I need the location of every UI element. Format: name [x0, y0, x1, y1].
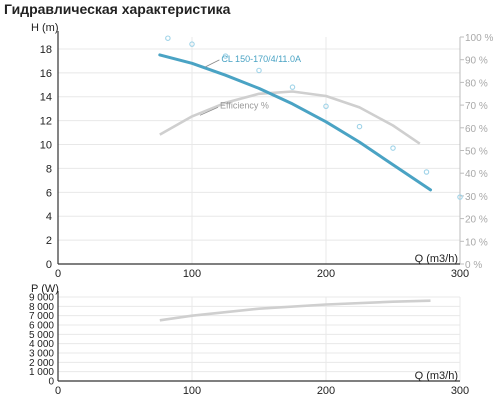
y-tick-label: 8: [46, 163, 52, 175]
power-y-tick-label: 0: [48, 377, 54, 388]
power-y-tick-label: 6 000: [29, 321, 54, 332]
power-x-axis-title: Q (m3/h): [415, 370, 458, 382]
power-y-tick-label: 2 000: [29, 358, 54, 369]
power-x-tick-label: 200: [317, 385, 335, 397]
dotted-curve-point: [189, 41, 195, 47]
dotted-curve-point: [289, 84, 296, 90]
y2-tick-label: 20 %: [465, 215, 488, 226]
dotted-curve-point: [457, 194, 463, 200]
power-y-tick-label: 8 000: [29, 302, 54, 313]
x-tick-label: 0: [55, 268, 61, 280]
power-x-tick-label: 100: [183, 385, 201, 397]
x-axis-title: Q (m3/h): [415, 253, 458, 265]
dotted-curve-point: [423, 169, 430, 175]
y-tick-label: 18: [40, 44, 52, 56]
y-tick-label: 2: [46, 235, 52, 247]
y-tick-label: 6: [46, 187, 52, 199]
power-y-tick-label: 4 000: [29, 339, 54, 350]
dotted-curve-point: [356, 123, 363, 130]
x-tick-label: 100: [183, 268, 201, 280]
power-y-tick-label: 7 000: [29, 311, 54, 322]
y2-tick-label: 60 %: [465, 124, 488, 135]
y2-tick-label: 50 %: [465, 147, 488, 158]
head-curve: [158, 53, 432, 192]
y-tick-label: 4: [46, 211, 52, 223]
efficiency-curve-label: Efficiency %: [220, 100, 269, 110]
chart-title: Гидравлическая характеристика: [4, 1, 231, 17]
x-tick-label: 300: [451, 268, 469, 280]
y2-tick-label: 70 %: [465, 101, 488, 112]
dotted-curve-point: [256, 67, 262, 74]
y-tick-label: 16: [40, 68, 52, 80]
y2-tick-label: 90 %: [465, 56, 488, 67]
y-tick-label: 12: [40, 116, 52, 128]
dotted-curve-point: [222, 53, 229, 59]
y2-tick-label: 10 %: [465, 237, 488, 248]
head-label-leader: [205, 59, 220, 68]
dotted-curve-point: [390, 145, 396, 151]
power-curve: [159, 299, 431, 322]
y-tick-label: 0: [46, 259, 52, 271]
x-tick-label: 200: [317, 268, 335, 280]
y-axis-title: H (m): [31, 22, 59, 34]
power-x-tick-label: 0: [55, 385, 61, 397]
y-tick-label: 14: [40, 92, 52, 104]
power-y-axis-title: P (W): [31, 283, 59, 295]
y-tick-label: 10: [40, 140, 52, 152]
power-y-tick-label: 9 000: [29, 293, 54, 304]
y2-tick-label: 100 %: [465, 33, 493, 44]
head-curve-label: CL 150-170/4/11.0A: [221, 54, 301, 64]
y2-tick-label: 80 %: [465, 78, 488, 89]
power-y-tick-label: 3 000: [29, 349, 54, 360]
dotted-curve-point: [165, 35, 171, 41]
y2-tick-label: 40 %: [465, 169, 488, 180]
dotted-curve-point: [323, 103, 329, 110]
power-y-tick-label: 1 000: [29, 367, 54, 378]
efficiency-curve: [159, 90, 421, 145]
efficiency-label-leader: [199, 106, 219, 116]
y2-tick-label: 30 %: [465, 192, 488, 203]
power-x-tick-label: 300: [451, 385, 469, 397]
y2-tick-label: 0 %: [465, 260, 482, 271]
power-y-tick-label: 5 000: [29, 330, 54, 341]
